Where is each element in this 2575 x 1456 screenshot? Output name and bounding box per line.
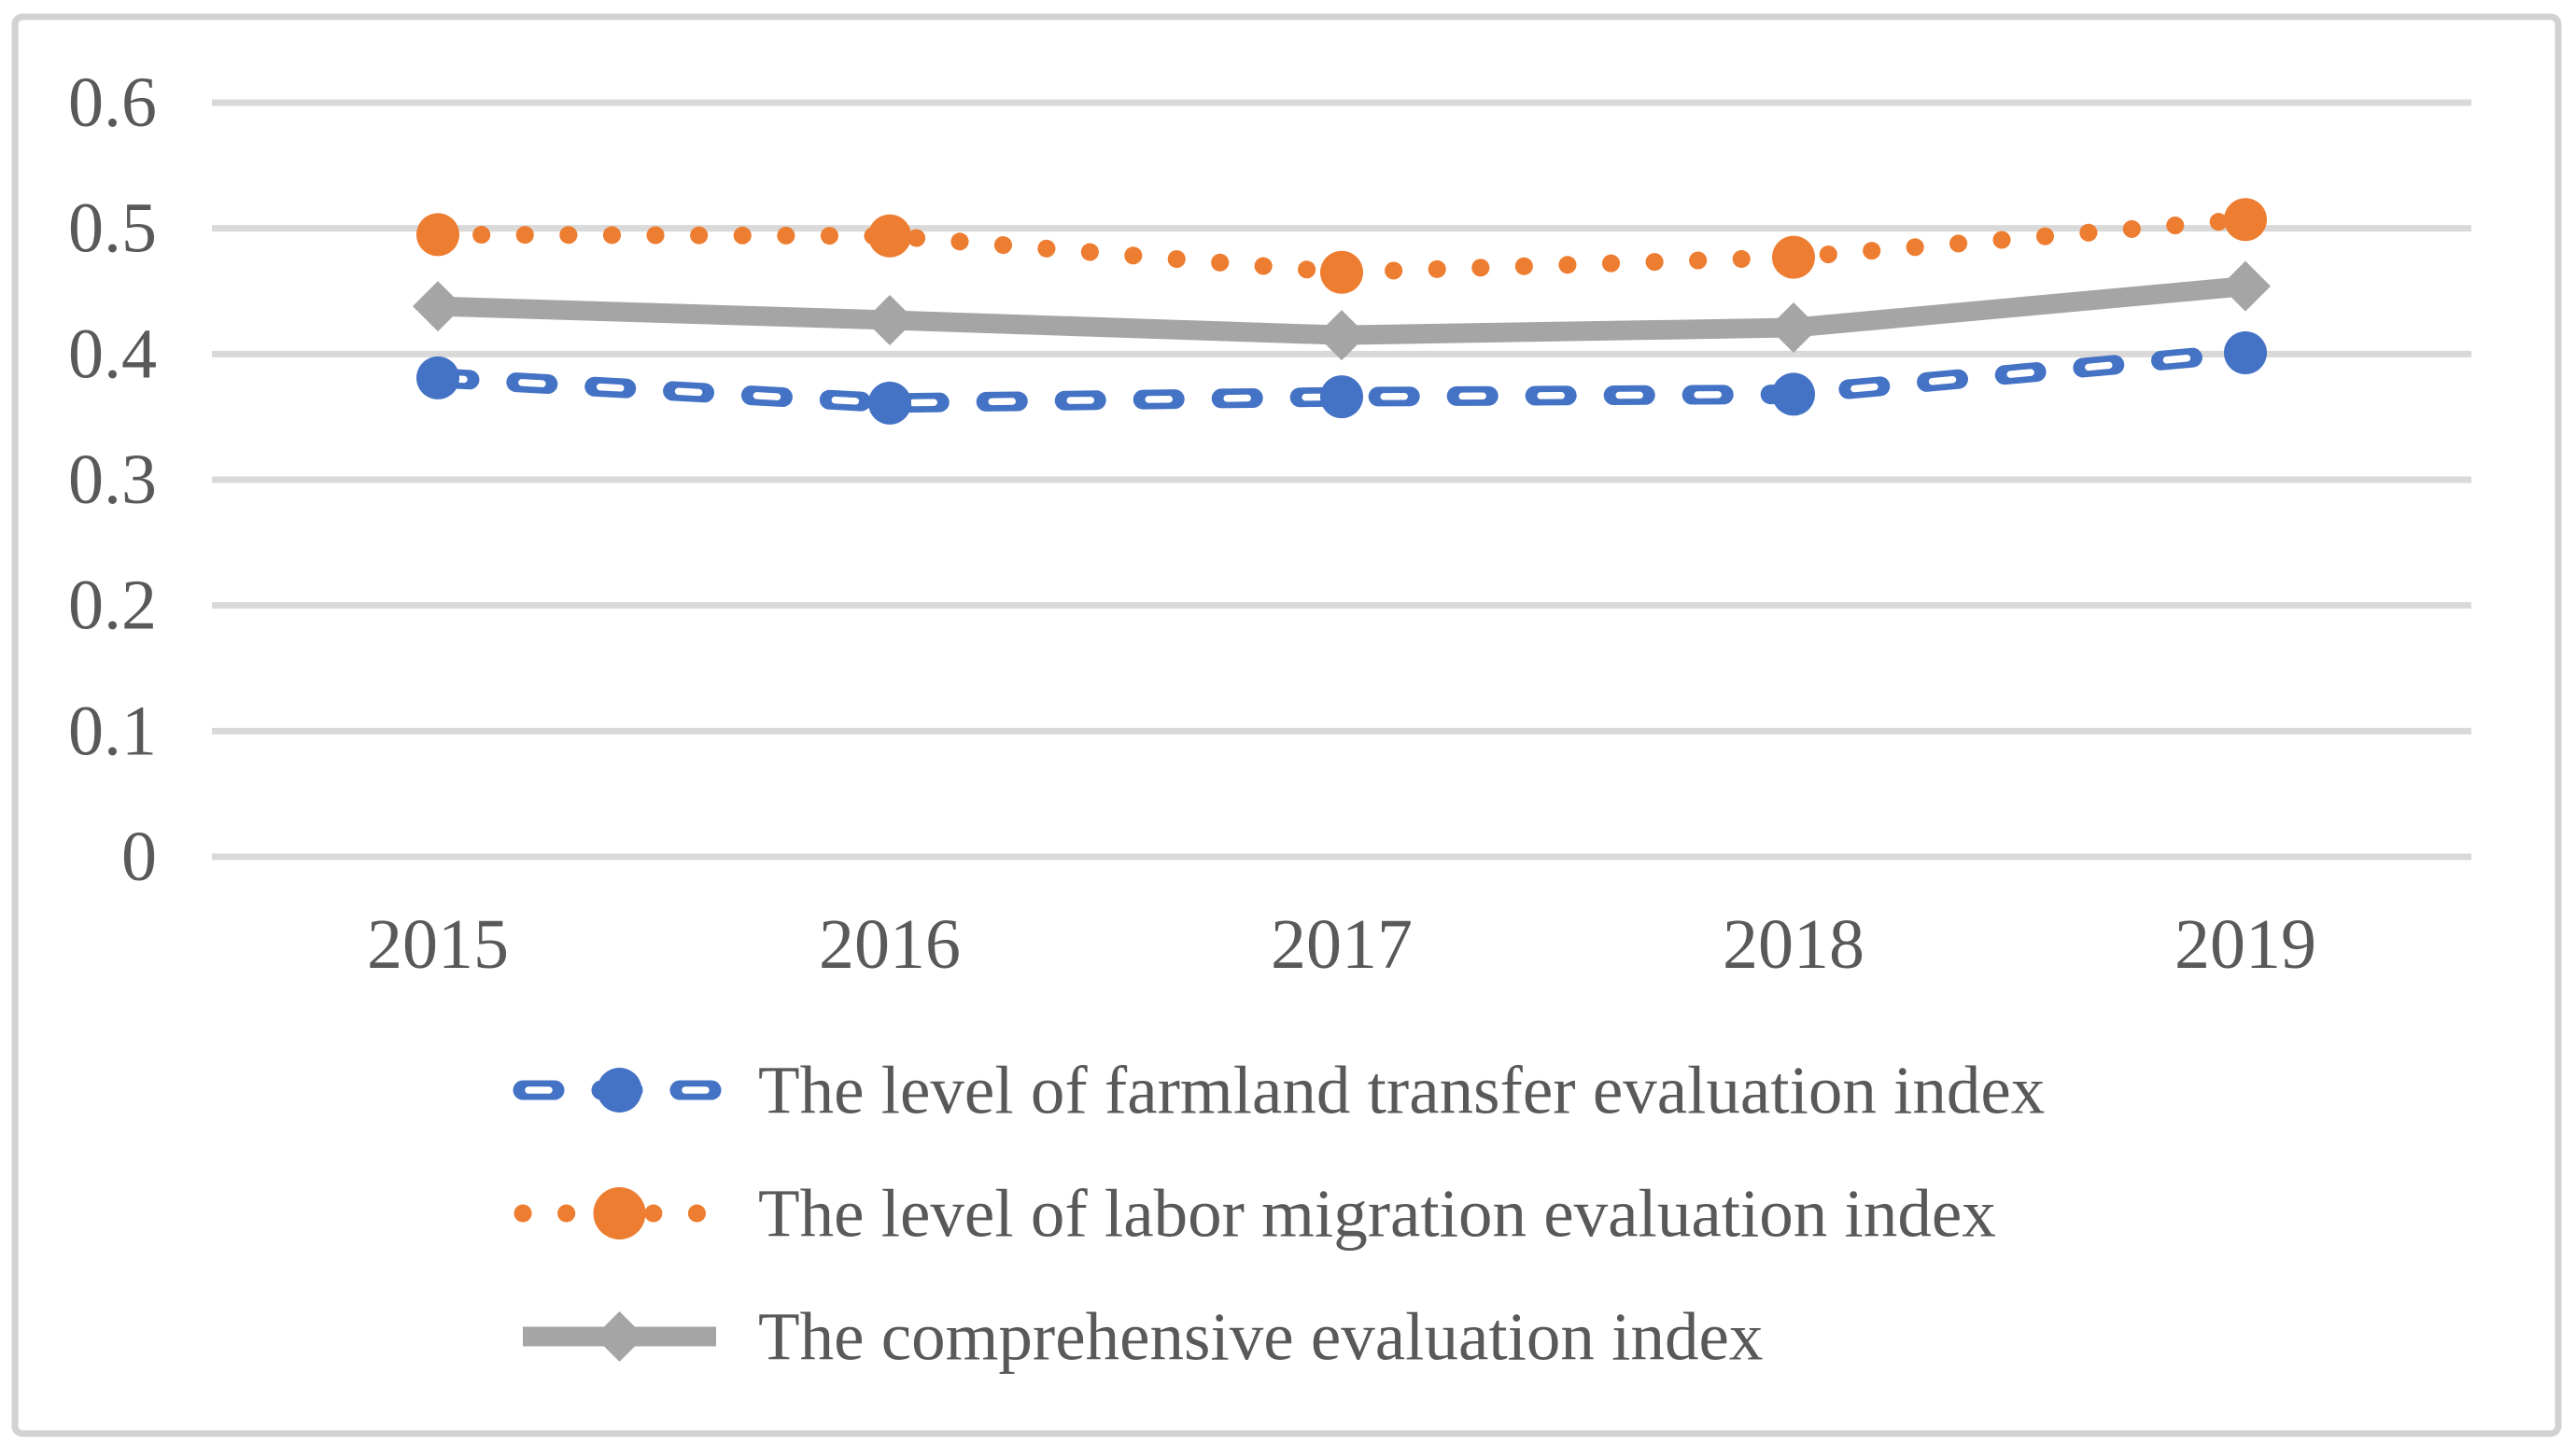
series-marker-farmland-transfer bbox=[1772, 372, 1815, 416]
series-labor-migration bbox=[416, 198, 2267, 294]
y-axis-tick-label: 0.4 bbox=[68, 315, 157, 393]
series-marker-comprehensive bbox=[1768, 302, 1819, 354]
y-axis-tick-label: 0.3 bbox=[68, 441, 157, 519]
series-marker-comprehensive bbox=[2220, 260, 2271, 312]
series-marker-farmland-transfer bbox=[2224, 330, 2267, 374]
series-marker-legend-labor-migration bbox=[593, 1187, 646, 1239]
series-marker-farmland-transfer bbox=[868, 381, 911, 425]
legend-label: The level of labor migration evaluation … bbox=[758, 1176, 1996, 1252]
figure-border bbox=[11, 13, 2562, 1437]
x-axis-tick-label: 2019 bbox=[2174, 905, 2316, 984]
legend-item-farmland-transfer: The level of farmland transfer evaluatio… bbox=[513, 1053, 2045, 1128]
series-line-core-farmland-transfer bbox=[434, 349, 2249, 407]
legend-item-labor-migration: The level of labor migration evaluation … bbox=[514, 1176, 1996, 1252]
series-marker-farmland-transfer bbox=[1320, 375, 1363, 419]
x-axis-tick-labels: 2015 2016 2017 2018 2019 bbox=[367, 905, 2316, 984]
series-farmland-transfer bbox=[416, 330, 2267, 425]
series-marker-labor-migration bbox=[416, 213, 459, 257]
x-axis-tick-label: 2018 bbox=[1723, 905, 1864, 984]
x-axis-tick-label: 2015 bbox=[367, 905, 509, 984]
legend-label: The level of farmland transfer evaluatio… bbox=[758, 1053, 2045, 1128]
series-comprehensive bbox=[413, 260, 2271, 361]
legend-item-comprehensive: The comprehensive evaluation index bbox=[523, 1299, 1763, 1375]
series-marker-labor-migration bbox=[1772, 235, 1815, 279]
y-axis-tick-label: 0.5 bbox=[68, 189, 157, 268]
series-marker-legend-comprehensive bbox=[594, 1311, 645, 1362]
series-marker-labor-migration bbox=[1320, 250, 1363, 294]
series-marker-comprehensive bbox=[865, 294, 915, 345]
x-axis-tick-label: 2017 bbox=[1271, 905, 1413, 984]
y-axis-tick-label: 0 bbox=[121, 818, 157, 896]
y-axis-tick-labels: 0 0.1 0.2 0.3 0.4 0.5 0.6 bbox=[68, 63, 157, 896]
series-marker-legend-farmland-transfer bbox=[597, 1068, 642, 1113]
series-marker-comprehensive bbox=[1316, 310, 1367, 361]
series-marker-comprehensive bbox=[413, 281, 463, 332]
series-marker-labor-migration bbox=[868, 214, 911, 258]
y-axis-tick-label: 0.2 bbox=[68, 567, 157, 645]
y-axis-tick-label: 0.1 bbox=[68, 692, 157, 770]
legend: The level of farmland transfer evaluatio… bbox=[513, 1053, 2045, 1375]
x-axis-tick-label: 2016 bbox=[819, 905, 961, 984]
legend-label: The comprehensive evaluation index bbox=[758, 1299, 1763, 1375]
series-marker-farmland-transfer bbox=[416, 356, 459, 399]
y-axis-tick-label: 0.6 bbox=[68, 63, 157, 142]
series-marker-labor-migration bbox=[2224, 198, 2267, 242]
